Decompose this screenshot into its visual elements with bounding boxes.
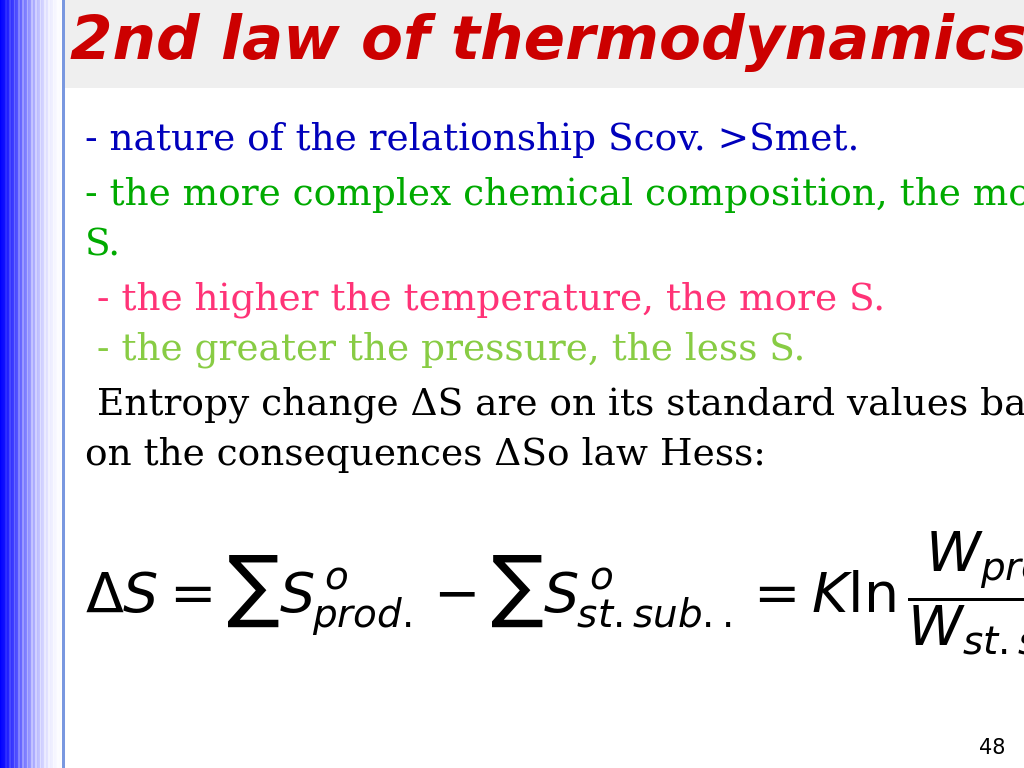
Bar (8, 0, 9, 768)
Bar (25, 0, 26, 768)
Bar (61, 0, 62, 768)
Bar (6, 0, 7, 768)
Bar (14, 0, 16, 768)
Bar (53, 0, 54, 768)
Bar (4, 0, 5, 768)
Text: Entropy change ΔS are on its standard values based: Entropy change ΔS are on its standard va… (85, 387, 1024, 423)
Bar (47, 0, 48, 768)
Bar (26, 0, 28, 768)
Bar (17, 0, 18, 768)
Bar (1, 0, 2, 768)
Bar (52, 0, 53, 768)
Bar (6, 0, 8, 768)
Bar (20, 0, 22, 768)
Bar (23, 0, 24, 768)
Bar (56, 0, 57, 768)
Bar (10, 0, 11, 768)
Bar (37, 0, 39, 768)
Text: - the higher the temperature, the more S.: - the higher the temperature, the more S… (85, 282, 885, 318)
Bar (49, 0, 50, 768)
Bar (32, 0, 33, 768)
Bar (41, 0, 42, 768)
Bar (26, 0, 27, 768)
Bar (51, 0, 52, 768)
Bar (34, 0, 35, 768)
Bar (34, 0, 36, 768)
Bar (0, 0, 1, 768)
Bar (61, 0, 63, 768)
Bar (12, 0, 13, 768)
Bar (55, 0, 56, 768)
Bar (31, 0, 32, 768)
Text: 2nd law of thermodynamics: 2nd law of thermodynamics (70, 12, 1024, 71)
Bar (33, 0, 34, 768)
Bar (16, 0, 17, 768)
Bar (65, 0, 1024, 88)
Bar (5, 0, 6, 768)
Bar (38, 0, 40, 768)
Bar (13, 0, 15, 768)
Bar (3, 0, 4, 768)
Bar (39, 0, 40, 768)
Bar (37, 0, 38, 768)
Bar (62, 0, 63, 768)
Bar (7, 0, 8, 768)
Bar (17, 0, 19, 768)
Bar (60, 0, 61, 768)
Bar (46, 0, 48, 768)
Bar (45, 0, 47, 768)
Bar (24, 0, 25, 768)
Bar (62, 0, 65, 768)
Bar (29, 0, 30, 768)
Bar (9, 0, 10, 768)
Bar (30, 0, 32, 768)
Bar (50, 0, 51, 768)
Bar (22, 0, 23, 768)
Bar (63, 0, 65, 768)
Bar (10, 0, 12, 768)
Bar (40, 0, 41, 768)
Bar (18, 0, 20, 768)
Text: - the more complex chemical composition, the more: - the more complex chemical composition,… (85, 177, 1024, 213)
Bar (43, 0, 44, 768)
Bar (28, 0, 29, 768)
Bar (36, 0, 37, 768)
Bar (42, 0, 44, 768)
Bar (57, 0, 58, 768)
Bar (49, 0, 51, 768)
Bar (22, 0, 24, 768)
Bar (65, 0, 66, 768)
Bar (45, 0, 46, 768)
Bar (41, 0, 43, 768)
Bar (2, 0, 4, 768)
Bar (35, 0, 36, 768)
Bar (57, 0, 59, 768)
Text: - nature of the relationship Scov. >Smet.: - nature of the relationship Scov. >Smet… (85, 122, 859, 158)
Bar (11, 0, 12, 768)
Bar (15, 0, 16, 768)
Bar (30, 0, 31, 768)
Text: on the consequences ΔSo law Hess:: on the consequences ΔSo law Hess: (85, 437, 766, 473)
Text: - the greater the pressure, the less S.: - the greater the pressure, the less S. (85, 332, 805, 368)
Bar (27, 0, 28, 768)
Text: $\Delta S = \sum S^{\,o}_{\!\!\;prod.} - \sum S^{\,o}_{\!\!\;st.sub..} = \mathit: $\Delta S = \sum S^{\,o}_{\!\!\;prod.} -… (85, 530, 1024, 657)
Bar (59, 0, 60, 768)
Bar (53, 0, 55, 768)
Bar (19, 0, 20, 768)
Bar (58, 0, 59, 768)
Bar (44, 0, 45, 768)
Text: 48: 48 (979, 738, 1006, 758)
Bar (48, 0, 49, 768)
Bar (2, 0, 3, 768)
Bar (54, 0, 55, 768)
Text: S.: S. (85, 227, 121, 263)
Bar (13, 0, 14, 768)
